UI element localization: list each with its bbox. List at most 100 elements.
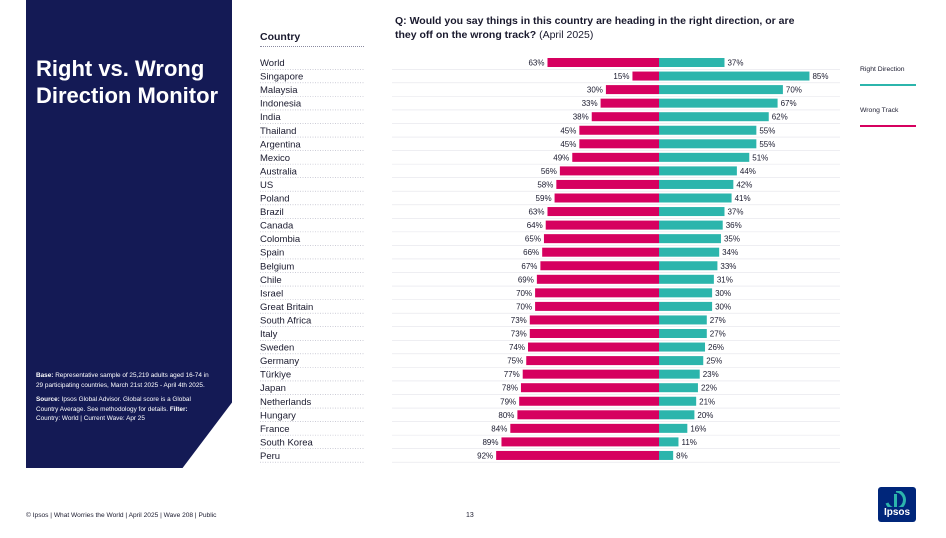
country-label: India: [260, 112, 281, 123]
wrong-track-bar: [600, 98, 659, 108]
right-direction-bar: [659, 71, 810, 81]
right-direction-value-label: 25%: [706, 357, 722, 366]
wrong-track-value-label: 73%: [511, 330, 527, 339]
right-direction-value-label: 37%: [727, 59, 743, 68]
country-label: Singapore: [260, 72, 303, 83]
wrong-track-bar: [535, 301, 659, 311]
right-direction-bar: [659, 58, 725, 67]
right-direction-bar: [659, 112, 769, 122]
country-label: Netherlands: [260, 397, 311, 408]
wrong-track-bar: [632, 71, 659, 81]
wrong-track-value-label: 84%: [491, 424, 507, 433]
wrong-track-bar: [579, 125, 659, 135]
wrong-track-value-label: 67%: [521, 262, 537, 271]
country-label: Hungary: [260, 410, 296, 421]
right-direction-bar: [659, 315, 707, 325]
country-label: Thailand: [260, 126, 296, 137]
right-direction-bar: [659, 166, 737, 176]
wrong-track-bar: [496, 450, 659, 460]
right-direction-bar: [659, 247, 720, 257]
question-text: Q: Would you say things in this country …: [395, 15, 795, 41]
right-direction-value-label: 37%: [727, 208, 743, 217]
country-label: Israel: [260, 288, 283, 299]
ipsos-logo-text: Ipsos: [883, 507, 911, 518]
right-direction-bar: [659, 85, 783, 95]
right-direction-value-label: 30%: [715, 289, 731, 298]
right-direction-bar: [659, 139, 757, 149]
right-direction-value-label: 30%: [715, 302, 731, 311]
right-direction-value-label: 44%: [740, 167, 756, 176]
wrong-track-bar: [528, 342, 659, 352]
country-label: Peru: [260, 451, 280, 462]
survey-question: Q: Would you say things in this country …: [395, 14, 815, 42]
right-direction-value-label: 20%: [697, 411, 713, 420]
wrong-track-value-label: 66%: [523, 248, 539, 257]
right-direction-value-label: 35%: [724, 235, 740, 244]
wrong-track-bar: [519, 396, 659, 406]
wrong-track-value-label: 33%: [582, 99, 598, 108]
country-label: Canada: [260, 221, 294, 232]
wrong-track-bar: [556, 179, 659, 189]
footer-text: © Ipsos | What Worries the World | April…: [26, 512, 217, 519]
right-direction-bar: [659, 152, 750, 162]
wrong-track-value-label: 73%: [511, 316, 527, 325]
country-column-header: Country: [260, 31, 301, 43]
wrong-track-bar: [526, 356, 659, 366]
country-label: Malaysia: [260, 85, 298, 96]
wrong-track-value-label: 49%: [553, 153, 569, 162]
wrong-track-value-label: 79%: [500, 397, 516, 406]
wrong-track-bar: [559, 166, 659, 176]
wrong-track-bar: [542, 247, 659, 257]
wrong-track-value-label: 80%: [498, 411, 514, 420]
country-label: France: [260, 424, 290, 435]
wrong-track-bar: [554, 193, 659, 203]
filter-text: Country: World | Current Wave: Apr 25: [36, 415, 145, 422]
wrong-track-bar: [501, 437, 659, 447]
right-direction-bar: [659, 220, 723, 230]
wrong-track-value-label: 65%: [525, 235, 541, 244]
wrong-track-bar: [543, 234, 659, 244]
wrong-track-bar: [529, 315, 659, 325]
right-direction-bar: [659, 342, 706, 352]
wrong-track-bar: [547, 58, 659, 67]
right-direction-bar: [659, 207, 725, 217]
country-label: Chile: [260, 275, 282, 286]
country-label: Germany: [260, 356, 299, 367]
right-direction-value-label: 16%: [690, 424, 706, 433]
right-direction-value-label: 34%: [722, 248, 738, 257]
right-direction-bar: [659, 369, 700, 379]
right-direction-value-label: 41%: [735, 194, 751, 203]
right-direction-value-label: 26%: [708, 343, 724, 352]
country-label: US: [260, 180, 273, 191]
country-label: Mexico: [260, 153, 290, 164]
country-label: Italy: [260, 329, 278, 340]
right-direction-value-label: 36%: [726, 221, 742, 230]
wrong-track-bar: [522, 369, 659, 379]
wrong-track-value-label: 58%: [537, 180, 553, 189]
right-direction-bar: [659, 329, 707, 338]
right-direction-bar: [659, 274, 714, 284]
source-text: Ipsos Global Advisor. Global score is a …: [36, 396, 191, 413]
right-direction-bar: [659, 301, 713, 311]
question-date: (April 2025): [536, 29, 594, 41]
wrong-track-value-label: 92%: [477, 451, 493, 460]
wrong-track-bar: [572, 152, 659, 162]
right-direction-bar: [659, 193, 732, 203]
wrong-track-bar: [591, 112, 659, 122]
right-direction-value-label: 21%: [699, 397, 715, 406]
right-direction-value-label: 22%: [701, 384, 717, 393]
country-label: Türkiye: [260, 370, 291, 381]
wrong-track-bar: [605, 85, 659, 95]
wrong-track-value-label: 59%: [536, 194, 552, 203]
ipsos-logo-mark-icon: [885, 491, 906, 507]
right-direction-value-label: 31%: [717, 275, 733, 284]
wrong-track-value-label: 63%: [528, 59, 544, 68]
right-direction-value-label: 27%: [710, 330, 726, 339]
wrong-track-bar: [535, 288, 659, 298]
wrong-track-value-label: 74%: [509, 343, 525, 352]
page-title: Right vs. Wrong Direction Monitor: [36, 56, 219, 108]
right-direction-value-label: 23%: [703, 370, 719, 379]
right-direction-value-label: 62%: [772, 113, 788, 122]
right-direction-bar: [659, 423, 688, 433]
